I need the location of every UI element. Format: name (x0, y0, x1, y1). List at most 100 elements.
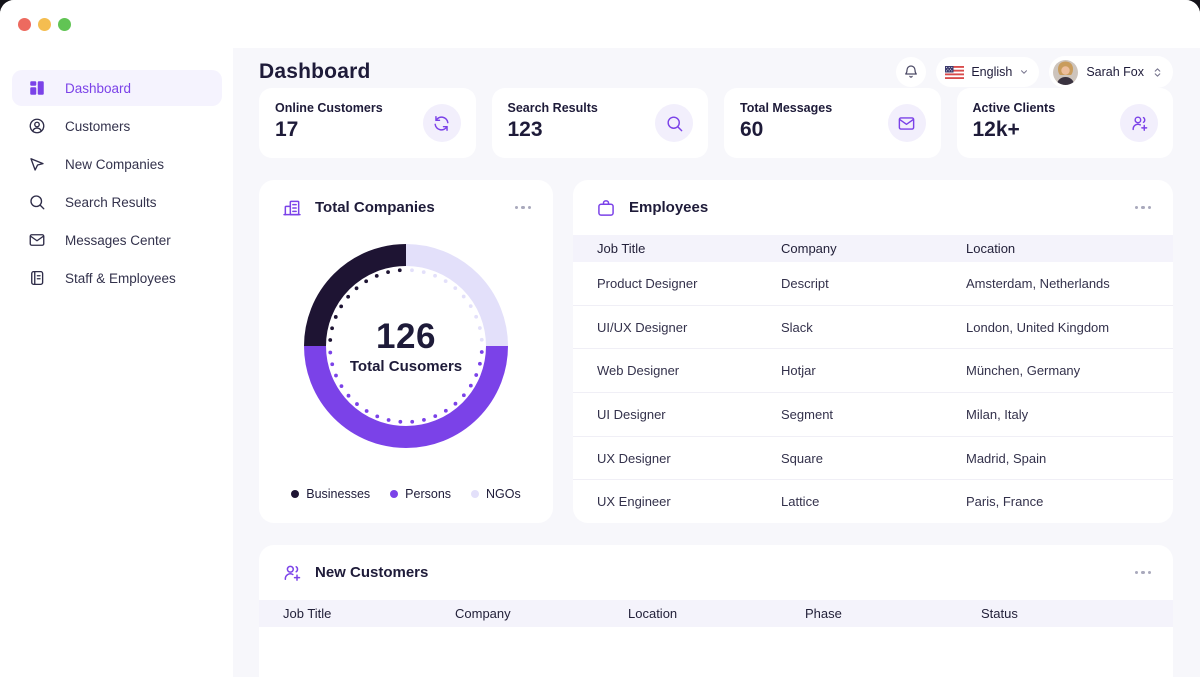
user-menu[interactable]: Sarah Fox (1049, 56, 1173, 88)
stat-card-active-clients: Active Clients 12k+ (956, 88, 1173, 158)
cell-location: Madrid, Spain (966, 450, 1047, 466)
sidebar-item-label: Search Results (65, 194, 157, 210)
legend-dot (291, 490, 300, 498)
cell-job-title: UI/UX Designer (597, 319, 688, 335)
stats-row: Online Customers 17 Search Results 123 T… (259, 88, 1173, 158)
cell-location: London, United Kingdom (966, 319, 1110, 335)
sidebar-item-messages-center[interactable]: Messages Center (12, 222, 222, 258)
legend-label: NGOs (486, 487, 521, 501)
column-header: Phase (805, 606, 842, 621)
chevron-down-icon (1021, 70, 1028, 74)
stat-card-total-messages: Total Messages 60 (724, 88, 941, 158)
user-plus-icon (282, 563, 302, 583)
card-title: Total Companies (315, 199, 435, 216)
search-icon (28, 193, 46, 211)
notifications-button[interactable] (896, 57, 927, 87)
zoom-window-button[interactable] (58, 17, 71, 31)
cell-job-title: Product Designer (597, 275, 698, 291)
page-title: Dashboard (259, 60, 371, 83)
cell-location: Amsterdam, Netherlands (966, 275, 1110, 291)
table-row: UI Designer Segment Milan, Italy (573, 392, 1173, 436)
user-plus-icon (1120, 104, 1158, 142)
employees-card: Employees Job Title Company Location Pro… (573, 180, 1173, 523)
stat-value: 123 (507, 118, 543, 141)
table-row: Product Designer Descript Amsterdam, Net… (573, 262, 1173, 305)
stat-label: Active Clients (972, 101, 1056, 115)
stat-value: 60 (740, 118, 764, 141)
cell-company: Square (781, 450, 823, 466)
notebook-icon (28, 269, 46, 287)
cell-job-title: Web Designer (597, 363, 680, 379)
donut-center-value: 126 (376, 317, 436, 356)
sidebar-item-label: Messages Center (65, 232, 171, 248)
column-header: Location (966, 241, 1016, 256)
stat-label: Online Customers (275, 101, 383, 115)
sidebar-item-label: Customers (65, 118, 131, 134)
legend-label: Businesses (306, 487, 371, 501)
close-window-button[interactable] (18, 17, 31, 31)
sidebar: Dashboard Customers New Companies Search… (0, 48, 233, 677)
column-header: Location (628, 606, 678, 621)
donut-legend: Businesses Persons NGOs (259, 487, 553, 523)
us-flag-icon (945, 65, 965, 79)
cell-location: Paris, France (966, 494, 1044, 510)
column-header: Company (455, 606, 511, 621)
legend-item-businesses: Businesses (291, 487, 370, 501)
user-circle-icon (28, 117, 46, 135)
window-titlebar (0, 0, 1200, 48)
sidebar-item-label: Staff & Employees (65, 270, 176, 286)
language-selector[interactable]: English (936, 57, 1040, 87)
sidebar-item-customers[interactable]: Customers (12, 108, 222, 144)
more-options-button[interactable] (1134, 202, 1151, 214)
total-companies-card: Total Companies (259, 180, 553, 523)
employees-table-header: Job Title Company Location (573, 235, 1173, 262)
avatar (1053, 59, 1079, 85)
refresh-icon (422, 104, 461, 142)
new-customers-table-header: Job Title Company Location Phase Status (259, 600, 1173, 627)
briefcase-icon (596, 198, 616, 218)
dashboard-icon (28, 79, 46, 97)
cell-company: Segment (781, 406, 834, 422)
search-icon (655, 104, 693, 142)
chevrons-up-down-icon (1154, 67, 1161, 77)
table-row: UX Engineer Lattice Paris, France (573, 479, 1173, 523)
cursor-icon (28, 155, 46, 173)
card-title: New Customers (315, 564, 429, 581)
buildings-icon (282, 198, 302, 218)
cell-job-title: UX Engineer (597, 494, 671, 510)
cell-job-title: UI Designer (597, 406, 666, 422)
new-customers-card: New Customers Job Title Company Location… (259, 545, 1173, 677)
total-companies-donut-chart: 126 Total Cusomers (303, 243, 509, 449)
sidebar-item-search-results[interactable]: Search Results (12, 184, 222, 220)
mail-icon (28, 231, 46, 249)
cell-company: Slack (781, 319, 813, 335)
card-title: Employees (629, 199, 709, 216)
table-row: Web Designer Hotjar München, Germany (573, 348, 1173, 392)
more-options-button[interactable] (514, 202, 531, 214)
mail-icon (887, 104, 926, 142)
more-options-button[interactable] (1134, 567, 1151, 579)
sidebar-item-new-companies[interactable]: New Companies (12, 146, 222, 182)
sidebar-item-label: Dashboard (65, 80, 132, 96)
cell-location: München, Germany (966, 363, 1081, 379)
legend-item-persons: Persons (390, 487, 451, 501)
cell-company: Lattice (781, 494, 820, 510)
legend-item-ngos: NGOs (471, 487, 521, 501)
column-header: Job Title (283, 606, 332, 621)
column-header: Status (981, 606, 1018, 621)
stat-value: 12k+ (972, 118, 1020, 141)
language-label: English (971, 65, 1013, 79)
sidebar-item-staff-employees[interactable]: Staff & Employees (12, 260, 222, 296)
cell-location: Milan, Italy (966, 406, 1029, 422)
minimize-window-button[interactable] (38, 17, 51, 31)
table-row: UX Designer Square Madrid, Spain (573, 435, 1173, 480)
sidebar-item-dashboard[interactable]: Dashboard (12, 70, 222, 106)
column-header: Job Title (597, 241, 646, 256)
main-content: Dashboard English Sarah Fox (233, 48, 1200, 677)
bell-icon (905, 65, 918, 78)
donut-center-label: Total Cusomers (349, 358, 463, 375)
sidebar-item-label: New Companies (65, 156, 165, 172)
stat-label: Total Messages (740, 101, 833, 115)
column-header: Company (781, 241, 837, 256)
cell-company: Hotjar (781, 363, 816, 379)
